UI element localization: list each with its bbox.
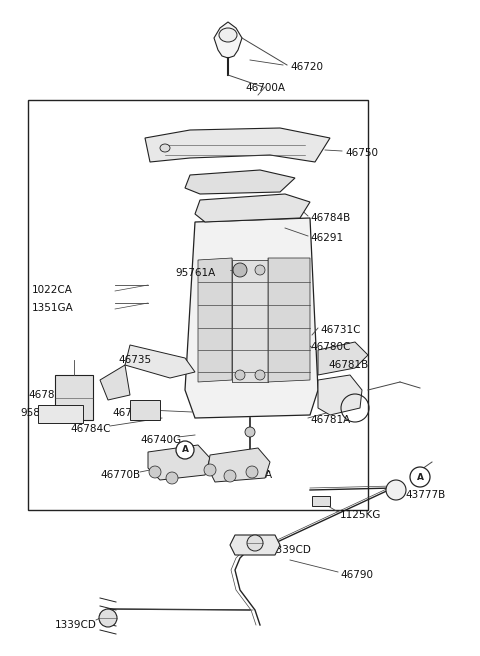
Polygon shape	[318, 342, 368, 375]
Polygon shape	[100, 365, 130, 400]
Circle shape	[410, 467, 430, 487]
Circle shape	[246, 466, 258, 478]
Polygon shape	[268, 258, 310, 382]
Text: 46291: 46291	[310, 233, 343, 243]
Circle shape	[99, 609, 117, 627]
Ellipse shape	[219, 28, 237, 42]
Text: 1022CA: 1022CA	[32, 285, 73, 295]
Text: 1339CD: 1339CD	[55, 620, 97, 630]
Circle shape	[247, 535, 263, 551]
Circle shape	[204, 464, 216, 476]
Text: 46770B: 46770B	[100, 470, 140, 480]
Text: 1125KG: 1125KG	[340, 510, 382, 520]
Polygon shape	[185, 218, 318, 418]
Circle shape	[245, 427, 255, 437]
Circle shape	[233, 263, 247, 277]
Text: 1351GA: 1351GA	[32, 303, 74, 313]
Ellipse shape	[160, 144, 170, 152]
Text: 46784: 46784	[28, 390, 61, 400]
Circle shape	[386, 480, 406, 500]
Polygon shape	[125, 345, 195, 378]
FancyBboxPatch shape	[312, 496, 330, 506]
Polygon shape	[214, 22, 242, 58]
Text: 46784C: 46784C	[70, 424, 110, 434]
FancyBboxPatch shape	[130, 400, 160, 420]
Polygon shape	[232, 260, 268, 382]
Polygon shape	[198, 258, 232, 382]
Circle shape	[224, 470, 236, 482]
Circle shape	[235, 370, 245, 380]
Text: 95761A: 95761A	[175, 268, 215, 278]
Circle shape	[176, 441, 194, 459]
Text: 46700A: 46700A	[245, 83, 285, 93]
Text: 46780C: 46780C	[310, 342, 350, 352]
Circle shape	[166, 472, 178, 484]
Polygon shape	[148, 445, 210, 480]
Text: 46750: 46750	[345, 148, 378, 158]
Text: 46735: 46735	[118, 355, 151, 365]
Text: 46731C: 46731C	[320, 325, 360, 335]
Text: 46784B: 46784B	[310, 213, 350, 223]
Circle shape	[235, 265, 245, 275]
Polygon shape	[195, 194, 310, 222]
Polygon shape	[145, 128, 330, 162]
Text: 46710A: 46710A	[232, 470, 272, 480]
FancyBboxPatch shape	[55, 375, 93, 420]
Text: 1339CD: 1339CD	[270, 545, 312, 555]
Polygon shape	[185, 170, 295, 194]
Polygon shape	[208, 448, 270, 482]
Text: 46781B: 46781B	[328, 360, 368, 370]
Text: 46790: 46790	[340, 570, 373, 580]
Text: A: A	[181, 445, 189, 455]
Polygon shape	[230, 535, 280, 555]
Circle shape	[149, 466, 161, 478]
Text: A: A	[417, 472, 423, 482]
Circle shape	[255, 265, 265, 275]
Circle shape	[255, 370, 265, 380]
Text: 43777B: 43777B	[405, 490, 445, 500]
Polygon shape	[318, 375, 362, 415]
FancyBboxPatch shape	[38, 405, 83, 423]
Text: 95840: 95840	[20, 408, 53, 418]
Text: 46740G: 46740G	[140, 435, 181, 445]
Text: 46788A: 46788A	[112, 408, 152, 418]
Text: 46720: 46720	[290, 62, 323, 72]
Text: 46781A: 46781A	[310, 415, 350, 425]
